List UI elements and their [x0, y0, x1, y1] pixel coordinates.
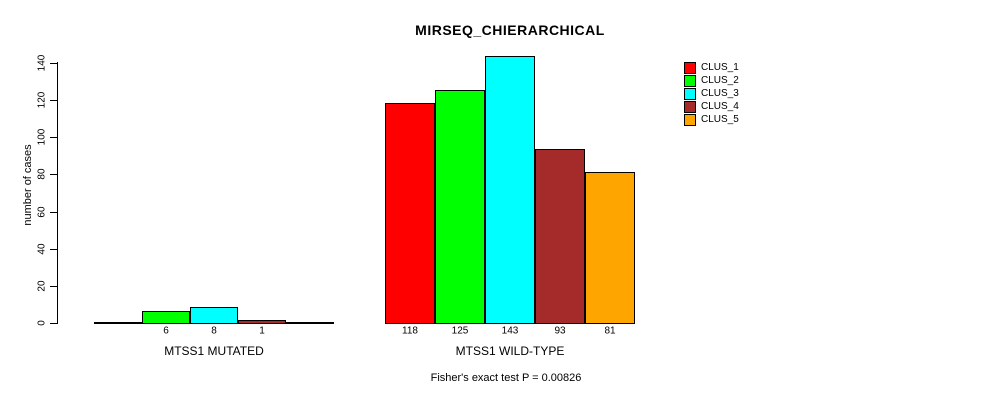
- legend-label-clus-1: CLUS_1: [701, 62, 739, 73]
- bar-clus_5-mutated: [286, 322, 334, 324]
- y-tick-80: [50, 174, 57, 175]
- legend: CLUS_1 CLUS_2 CLUS_3 CLUS_4 CLUS_5: [684, 61, 739, 126]
- group-label-mtss1-mutated: MTSS1 MUTATED: [164, 344, 264, 358]
- legend-swatch-clus-2: [684, 74, 696, 87]
- y-tick-label-140: 140: [36, 54, 48, 72]
- y-tick-40: [50, 249, 57, 250]
- bar-value-label-wild-type-clus_3: 143: [501, 325, 519, 337]
- bar-clus_3-wild-type: [485, 56, 535, 324]
- y-tick-60: [50, 212, 57, 213]
- legend-item-clus-5: CLUS_5: [684, 113, 739, 126]
- legend-item-clus-3: CLUS_3: [684, 87, 739, 100]
- y-tick-label-20: 20: [36, 280, 48, 292]
- bar-value-label-wild-type-clus_4: 93: [554, 325, 566, 337]
- legend-label-clus-5: CLUS_5: [701, 114, 739, 125]
- y-tick-label-120: 120: [36, 91, 48, 109]
- y-tick-label-0: 0: [36, 320, 48, 326]
- bar-clus_5-wild-type: [585, 172, 635, 324]
- bar-clus_2-mutated: [142, 311, 190, 324]
- y-tick-label-80: 80: [36, 168, 48, 180]
- legend-swatch-clus-5: [684, 113, 696, 126]
- bar-value-label-mutated-clus_2: 6: [163, 325, 169, 337]
- legend-swatch-clus-1: [684, 61, 696, 74]
- legend-swatch-clus-3: [684, 87, 696, 100]
- y-tick-20: [50, 286, 57, 287]
- bar-clus_4-wild-type: [535, 149, 585, 324]
- y-tick-0: [50, 323, 57, 324]
- legend-swatch-clus-4: [684, 100, 696, 113]
- bar-value-label-wild-type-clus_1: 118: [402, 325, 418, 337]
- footnote: Fisher's exact test P = 0.00826: [430, 372, 582, 384]
- legend-item-clus-1: CLUS_1: [684, 61, 739, 74]
- bar-clus_4-mutated: [238, 320, 286, 324]
- legend-item-clus-2: CLUS_2: [684, 74, 739, 87]
- bar-clus_1-mutated: [94, 322, 142, 324]
- chart-title: MIRSEQ_CHIERARCHICAL: [415, 22, 605, 38]
- y-tick-label-60: 60: [36, 206, 48, 218]
- y-tick-label-40: 40: [36, 243, 48, 255]
- legend-label-clus-2: CLUS_2: [701, 75, 739, 86]
- bar-value-label-wild-type-clus_2: 125: [451, 325, 469, 337]
- legend-label-clus-3: CLUS_3: [701, 88, 739, 99]
- bar-clus_3-mutated: [190, 307, 238, 324]
- legend-label-clus-4: CLUS_4: [701, 101, 739, 112]
- bar-clus_2-wild-type: [435, 90, 485, 324]
- bar-value-label-mutated-clus_3: 8: [211, 325, 217, 337]
- y-tick-100: [50, 137, 57, 138]
- legend-item-clus-4: CLUS_4: [684, 100, 739, 113]
- group-label-mtss1-wild-type: MTSS1 WILD-TYPE: [455, 344, 565, 358]
- bar-value-label-wild-type-clus_5: 81: [604, 325, 616, 337]
- bar-value-label-mutated-clus_4: 1: [259, 325, 265, 337]
- y-axis-line: [57, 62, 58, 324]
- y-tick-140: [50, 63, 57, 64]
- bar-clus_1-wild-type: [385, 103, 435, 324]
- y-tick-label-100: 100: [36, 128, 48, 146]
- y-tick-120: [50, 100, 57, 101]
